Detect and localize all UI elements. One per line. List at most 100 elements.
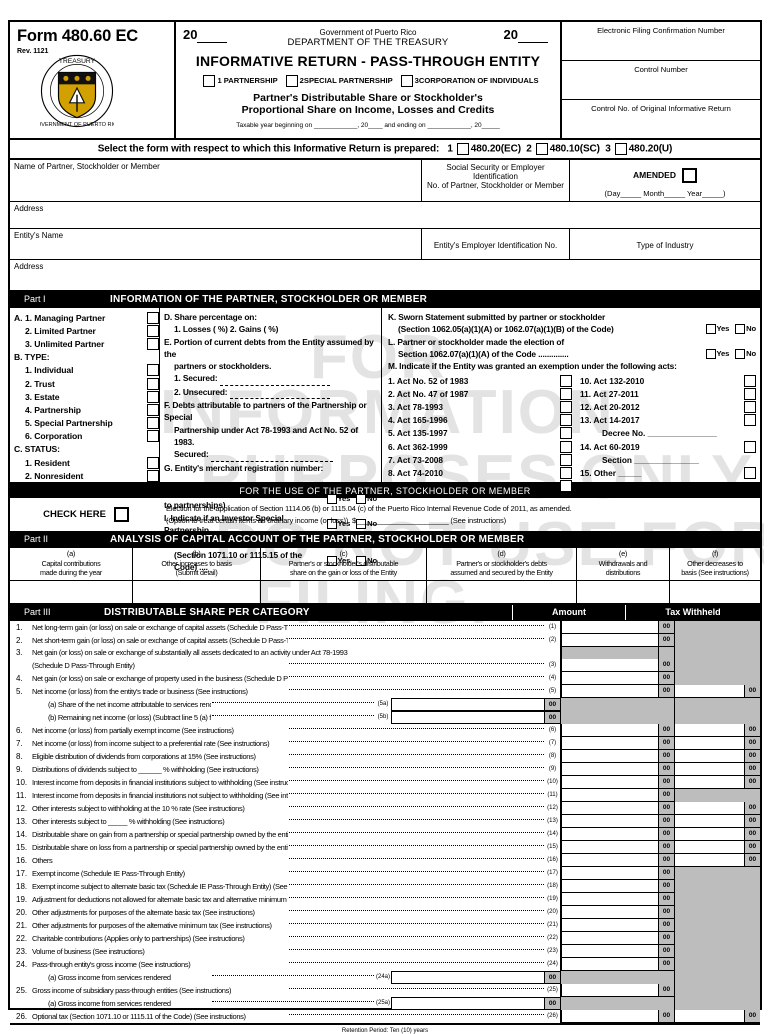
d-line-2[interactable]: 1. Losses ( %) 2. Gains ( %) — [174, 324, 279, 335]
part3-amount-input[interactable] — [562, 749, 658, 763]
part3-amount-input[interactable] — [562, 736, 658, 750]
part3-tax-withheld-input[interactable] — [675, 684, 744, 698]
g-merchant-number-field[interactable] — [164, 474, 377, 488]
part3-amount-input[interactable] — [562, 983, 658, 997]
checkbox-partnership-type[interactable] — [147, 403, 159, 416]
checkbox-corporation-of-individuals[interactable] — [400, 75, 413, 87]
year-left-field[interactable]: 20 — [183, 27, 228, 43]
checkbox-j-no[interactable] — [356, 555, 367, 566]
control-number-box[interactable]: Control Number — [562, 60, 760, 99]
part3-tax-withheld-input[interactable] — [675, 1009, 744, 1023]
part3-amount-input[interactable] — [562, 944, 658, 958]
part3-inline-amount-input[interactable] — [391, 710, 545, 724]
partner-name-field[interactable]: Name of Partner, Stockholder or Member — [10, 160, 422, 201]
checkbox-trust[interactable] — [147, 377, 159, 390]
checkbox-act-other[interactable] — [744, 466, 756, 479]
part3-tax-withheld-input[interactable] — [675, 736, 744, 750]
e-secured-field[interactable]: 1. Secured: — [164, 372, 377, 386]
section-field[interactable]: Section ______________ — [580, 453, 756, 466]
part3-amount-input[interactable] — [562, 684, 658, 698]
part3-tax-withheld-input[interactable] — [675, 853, 744, 867]
part2-input-e[interactable] — [577, 580, 670, 603]
checkbox-special-partnership-type[interactable] — [147, 417, 159, 430]
part2-input-d[interactable] — [427, 580, 577, 603]
checkbox-act-20-2012[interactable] — [744, 401, 756, 414]
amended-field[interactable]: AMENDED (Day_____ Month_____ Year_____) — [570, 160, 760, 201]
checkbox-act-132-2010[interactable] — [744, 375, 756, 388]
part3-amount-input[interactable] — [562, 1009, 658, 1023]
checkbox-resident[interactable] — [147, 456, 159, 469]
part2-input-c[interactable] — [261, 580, 427, 603]
checkbox-j-yes[interactable] — [326, 555, 337, 566]
part3-amount-input[interactable] — [562, 957, 658, 971]
checkbox-unlimited-partner[interactable] — [147, 337, 159, 350]
checkbox-corporation-type[interactable] — [147, 430, 159, 443]
part3-amount-input[interactable] — [562, 892, 658, 906]
checkbox-48020u[interactable] — [614, 143, 627, 155]
entity-address-field[interactable]: Address — [10, 260, 760, 290]
part3-amount-input[interactable] — [562, 658, 658, 672]
e-unsecured-field[interactable]: 2. Unsecured: — [164, 386, 377, 400]
part3-tax-withheld-input[interactable] — [675, 723, 744, 737]
checkbox-partnership[interactable] — [203, 75, 216, 87]
checkbox-managing-partner[interactable] — [147, 311, 159, 324]
checkbox-act-47-1987[interactable] — [560, 388, 572, 401]
partner-address-field[interactable]: Address — [10, 202, 760, 228]
checkbox-act-27-2011[interactable] — [744, 388, 756, 401]
checkbox-k-no[interactable] — [735, 324, 746, 335]
part3-amount-input[interactable] — [562, 840, 658, 854]
taxable-year-field[interactable]: Taxable year beginning on ____________, … — [236, 122, 500, 129]
checkbox-special-partnership[interactable] — [285, 75, 298, 87]
checkbox-act-362-1999[interactable] — [560, 440, 572, 453]
part3-amount-input[interactable] — [562, 918, 658, 932]
checkbox-i-no[interactable] — [356, 518, 367, 529]
part3-amount-input[interactable] — [562, 633, 658, 647]
checkbox-l-no[interactable] — [735, 348, 746, 359]
decree-no-field[interactable]: Decree No. _______________ — [580, 427, 756, 440]
checkbox-nonresident[interactable] — [147, 469, 159, 482]
f-secured-field[interactable]: Secured: — [164, 448, 377, 462]
part3-amount-input[interactable] — [562, 879, 658, 893]
part3-amount-input[interactable] — [562, 905, 658, 919]
original-control-number-box[interactable]: Control No. of Original Informative Retu… — [562, 99, 760, 138]
checkbox-act-14-2017[interactable] — [744, 414, 756, 427]
part3-amount-input[interactable] — [562, 866, 658, 880]
part3-amount-input[interactable] — [562, 853, 658, 867]
checkbox-amended[interactable] — [681, 168, 697, 183]
part3-inline-amount-input[interactable] — [391, 996, 545, 1010]
checkbox-act-135-1997[interactable] — [560, 427, 572, 440]
part3-amount-input[interactable] — [562, 788, 658, 802]
part3-amount-input[interactable] — [562, 671, 658, 685]
part3-tax-withheld-input[interactable] — [675, 775, 744, 789]
efile-confirmation-box[interactable]: Electronic Filing Confirmation Number — [597, 26, 725, 35]
checkbox-k-yes[interactable] — [705, 324, 716, 335]
part3-amount-input[interactable] — [562, 723, 658, 737]
check-here-line-2[interactable]: (Option to treat certain items as ordina… — [166, 515, 506, 525]
part2-input-f[interactable] — [670, 581, 760, 603]
checkbox-individual[interactable] — [147, 364, 159, 377]
part3-amount-input[interactable] — [562, 827, 658, 841]
checkbox-estate[interactable] — [147, 390, 159, 403]
checkbox-act-52-1983[interactable] — [560, 375, 572, 388]
checkbox-limited-partner[interactable] — [147, 324, 159, 337]
part3-amount-input[interactable] — [562, 762, 658, 776]
part2-input-a[interactable] — [10, 580, 133, 603]
part3-tax-withheld-input[interactable] — [675, 827, 744, 841]
industry-field[interactable]: Type of Industry — [570, 229, 760, 259]
part3-amount-input[interactable] — [562, 775, 658, 789]
part3-tax-withheld-input[interactable] — [675, 801, 744, 815]
part3-amount-input[interactable] — [562, 801, 658, 815]
checkbox-l-yes[interactable] — [705, 348, 716, 359]
checkbox-act-73-2008[interactable] — [560, 453, 572, 466]
part3-inline-amount-input[interactable] — [391, 697, 545, 711]
part3-amount-input[interactable] — [562, 814, 658, 828]
entity-name-field[interactable]: Entity's Name — [10, 229, 422, 259]
part3-tax-withheld-input[interactable] — [675, 814, 744, 828]
checkbox-act-165-1996[interactable] — [560, 414, 572, 427]
checkbox-check-here[interactable] — [113, 507, 129, 522]
part3-amount-input[interactable] — [562, 931, 658, 945]
checkbox-48010sc[interactable] — [535, 143, 548, 155]
entity-ein-field[interactable]: Entity's Employer Identification No. — [422, 229, 570, 259]
part3-inline-amount-input[interactable] — [391, 970, 545, 984]
checkbox-act-74-2010[interactable] — [560, 466, 572, 479]
